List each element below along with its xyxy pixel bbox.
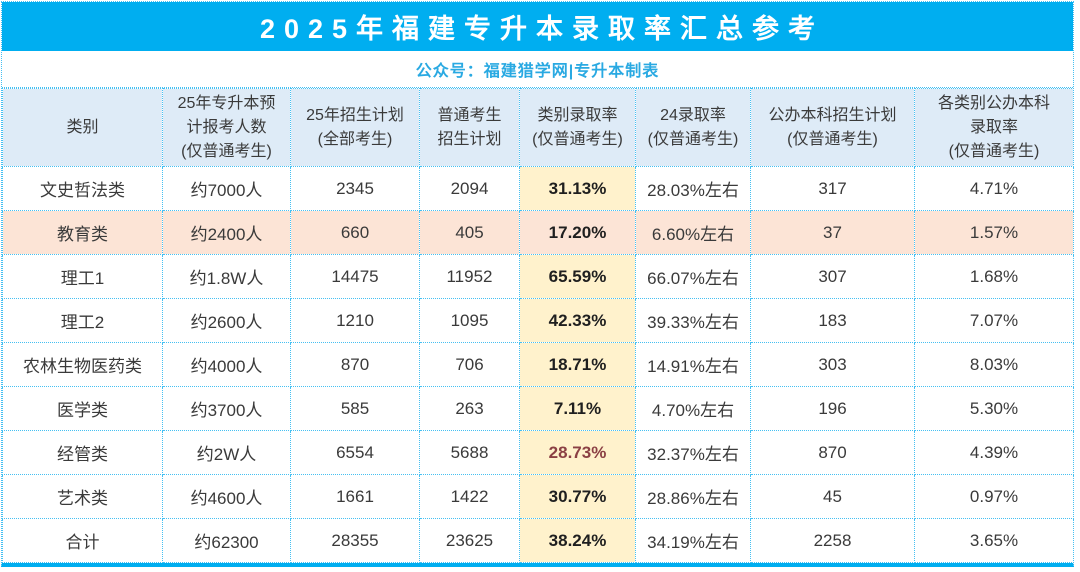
cell-rate-2025: 17.20% [519,210,636,255]
cell-public-plan: 196 [750,386,915,431]
cell-category: 医学类 [2,386,163,431]
cell-public-plan: 870 [750,430,915,475]
cell-category: 艺术类 [2,474,163,519]
header-row: 类别 25年专升本预 计报考人数 (仅普通考生) 25年招生计划 (全部考生) … [2,88,1074,167]
cell-rate-2025: 65.59% [519,254,636,299]
cell-plan-regular: 706 [419,342,520,387]
cell-applicants: 约2400人 [162,210,291,255]
cell-applicants: 约1.8W人 [162,254,291,299]
cell-plan-regular: 11952 [419,254,520,299]
cell-plan-total: 28355 [290,518,420,563]
column-header-category-rate: 类别录取率 (仅普通考生) [519,88,636,167]
cell-category: 理工1 [2,254,163,299]
cell-applicants: 约62300 [162,518,291,563]
cell-plan-regular: 2094 [419,166,520,211]
cell-public-plan: 2258 [750,518,915,563]
cell-public-rate: 0.97% [914,474,1074,519]
cell-plan-regular: 23625 [419,518,520,563]
column-header-applicants-2025: 25年专升本预 计报考人数 (仅普通考生) [162,88,291,167]
cell-public-rate: 1.68% [914,254,1074,299]
cell-rate-2025: 31.13% [519,166,636,211]
cell-applicants: 约2W人 [162,430,291,475]
cell-public-plan: 317 [750,166,915,211]
cell-rate-2024: 39.33%左右 [635,298,751,343]
column-header-public-rate: 各类别公办本科 录取率 (仅普通考生) [914,88,1074,167]
cell-rate-2025: 7.11% [519,386,636,431]
cell-rate-2025: 38.24% [519,518,636,563]
table-row-ligong2: 理工2 约2600人 1210 1095 42.33% 39.33%左右 183… [2,298,1074,343]
cell-category: 理工2 [2,298,163,343]
cell-rate-2024: 28.86%左右 [635,474,751,519]
cell-category: 经管类 [2,430,163,475]
table-row-jiaoyu: 教育类 约2400人 660 405 17.20% 6.60%左右 37 1.5… [2,210,1074,255]
cell-plan-total: 6554 [290,430,420,475]
cell-applicants: 约4000人 [162,342,291,387]
cell-applicants: 约3700人 [162,386,291,431]
cell-public-rate: 7.07% [914,298,1074,343]
cell-public-plan: 37 [750,210,915,255]
table-row-ligong1: 理工1 约1.8W人 14475 11952 65.59% 66.07%左右 3… [2,254,1074,299]
cell-plan-total: 585 [290,386,420,431]
cell-public-rate: 8.03% [914,342,1074,387]
column-header-category: 类别 [2,88,163,167]
column-header-regular-plan: 普通考生 招生计划 [419,88,520,167]
table-row-yishu: 艺术类 约4600人 1661 1422 30.77% 28.86%左右 45 … [2,474,1074,519]
cell-plan-total: 1661 [290,474,420,519]
cell-plan-regular: 405 [419,210,520,255]
cell-public-rate: 3.65% [914,518,1074,563]
table-row-wenshizhefa: 文史哲法类 约7000人 2345 2094 31.13% 28.03%左右 3… [2,166,1074,211]
cell-rate-2024: 6.60%左右 [635,210,751,255]
column-header-rate-2024: 24录取率 (仅普通考生) [635,88,751,167]
cell-rate-2024: 14.91%左右 [635,342,751,387]
cell-rate-2024: 32.37%左右 [635,430,751,475]
cell-plan-regular: 1095 [419,298,520,343]
table-row-yixue: 医学类 约3700人 585 263 7.11% 4.70%左右 196 5.3… [2,386,1074,431]
cell-public-rate: 4.71% [914,166,1074,211]
cell-plan-total: 870 [290,342,420,387]
cell-rate-2025: 28.73% [519,430,636,475]
cell-public-rate: 5.30% [914,386,1074,431]
cell-category: 农林生物医药类 [2,342,163,387]
cell-public-plan: 307 [750,254,915,299]
cell-applicants: 约4600人 [162,474,291,519]
cell-plan-regular: 263 [419,386,520,431]
table-row-jingguan: 经管类 约2W人 6554 5688 28.73% 32.37%左右 870 4… [2,430,1074,475]
cell-public-plan: 183 [750,298,915,343]
cell-rate-2025: 18.71% [519,342,636,387]
cell-rate-2024: 66.07%左右 [635,254,751,299]
cell-plan-total: 2345 [290,166,420,211]
cell-category: 合计 [2,518,163,563]
table-row-nonglin: 农林生物医药类 约4000人 870 706 18.71% 14.91%左右 3… [2,342,1074,387]
page-title: 2025年福建专升本录取率汇总参考 [259,14,825,44]
cell-public-plan: 303 [750,342,915,387]
cell-category: 教育类 [2,210,163,255]
subtitle-bar: 公众号：福建猎学网|专升本制表 [2,51,1073,88]
cell-applicants: 约2600人 [162,298,291,343]
cell-public-rate: 4.39% [914,430,1074,475]
cell-plan-total: 14475 [290,254,420,299]
cell-applicants: 约7000人 [162,166,291,211]
cell-plan-regular: 1422 [419,474,520,519]
cell-rate-2024: 34.19%左右 [635,518,751,563]
cell-plan-regular: 5688 [419,430,520,475]
cell-plan-total: 1210 [290,298,420,343]
cell-rate-2025: 42.33% [519,298,636,343]
column-header-public-plan: 公办本科招生计划 (仅普通考生) [750,88,915,167]
title-banner: 2025年福建专升本录取率汇总参考 [2,2,1073,51]
cell-rate-2024: 28.03%左右 [635,166,751,211]
cell-rate-2024: 4.70%左右 [635,386,751,431]
subtitle-text: 公众号：福建猎学网|专升本制表 [415,63,660,80]
cell-category: 文史哲法类 [2,166,163,211]
cell-rate-2025: 30.77% [519,474,636,519]
column-header-plan-2025: 25年招生计划 (全部考生) [290,88,420,167]
cell-plan-total: 660 [290,210,420,255]
cell-public-plan: 45 [750,474,915,519]
table-row-heji-total: 合计 约62300 28355 23625 38.24% 34.19%左右 22… [2,518,1074,563]
admission-rate-table: 类别 25年专升本预 计报考人数 (仅普通考生) 25年招生计划 (全部考生) … [2,88,1074,563]
cell-public-rate: 1.57% [914,210,1074,255]
